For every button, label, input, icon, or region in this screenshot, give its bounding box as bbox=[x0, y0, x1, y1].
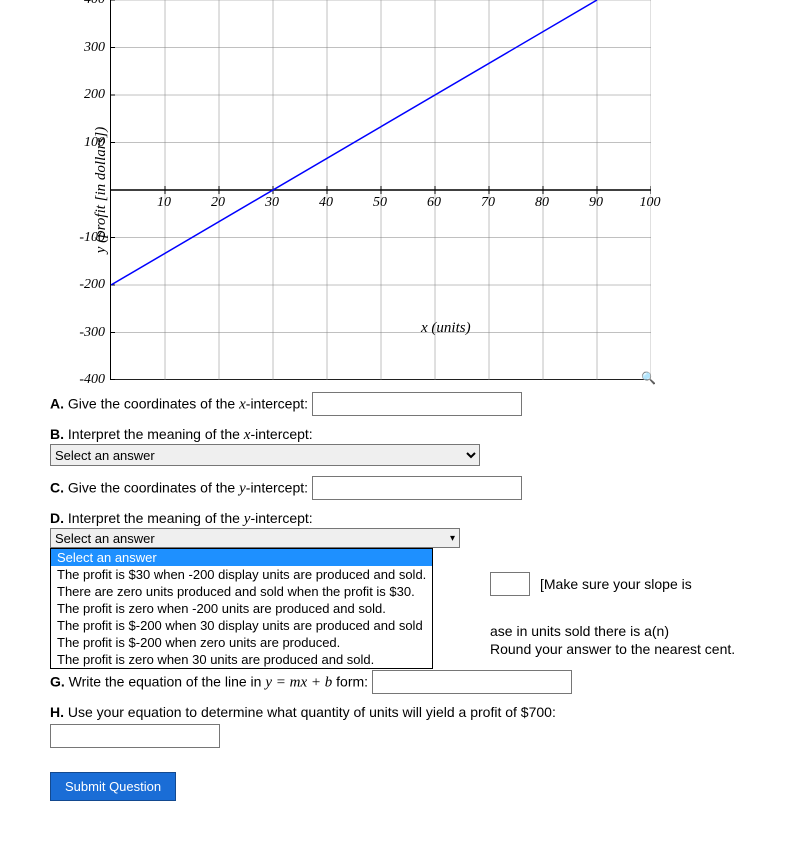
question-a: A. Give the coordinates of the x-interce… bbox=[50, 392, 775, 416]
qd-options-list[interactable]: Select an answer The profit is $30 when … bbox=[50, 548, 433, 669]
qd-option[interactable]: The profit is $-200 when 30 display unit… bbox=[51, 617, 432, 634]
qd-option[interactable]: The profit is $-200 when zero units are … bbox=[51, 634, 432, 651]
x-tick: 60 bbox=[427, 195, 441, 211]
profit-graph: y (profit [in dollars]) bbox=[50, 0, 650, 380]
x-tick: 50 bbox=[373, 195, 387, 211]
y-tick: -100 bbox=[65, 230, 105, 246]
qb-select[interactable]: Select an answer bbox=[50, 444, 480, 466]
submit-button[interactable]: Submit Question bbox=[50, 772, 176, 801]
x-axis-label: x (units) bbox=[421, 320, 471, 337]
qd-select[interactable]: Select an answer ▾ Select an answer The … bbox=[50, 528, 460, 548]
y-tick: 200 bbox=[65, 87, 105, 103]
slope-hint: [Make sure your slope is bbox=[540, 576, 692, 592]
qh-input[interactable] bbox=[50, 724, 220, 748]
plot-area: x (units) 🔍 bbox=[110, 0, 650, 380]
qd-option[interactable]: The profit is $30 when -200 display unit… bbox=[51, 566, 432, 583]
qa-input[interactable] bbox=[312, 392, 522, 416]
question-c: C. Give the coordinates of the y-interce… bbox=[50, 476, 775, 500]
hidden-input-e[interactable] bbox=[490, 572, 530, 596]
y-tick: -200 bbox=[65, 277, 105, 293]
x-tick: 20 bbox=[211, 195, 225, 211]
x-tick: 70 bbox=[481, 195, 495, 211]
x-tick: 100 bbox=[640, 195, 661, 211]
equation-form: y = mx + b bbox=[265, 675, 332, 691]
question-h: H. Use your equation to determine what q… bbox=[50, 704, 775, 748]
qa-label: A. bbox=[50, 396, 64, 412]
qd-option[interactable]: The profit is zero when 30 units are pro… bbox=[51, 651, 432, 668]
increase-hint: ase in units sold there is a(n) bbox=[490, 623, 669, 639]
qd-selected: Select an answer bbox=[55, 531, 155, 546]
x-tick: 90 bbox=[589, 195, 603, 211]
plot-svg bbox=[111, 0, 651, 380]
round-hint: Round your answer to the nearest cent. bbox=[490, 641, 735, 657]
qd-option[interactable]: There are zero units produced and sold w… bbox=[51, 583, 432, 600]
x-tick: 30 bbox=[265, 195, 279, 211]
magnify-icon[interactable]: 🔍 bbox=[641, 371, 656, 385]
question-d: D. Interpret the meaning of the y-interc… bbox=[50, 510, 775, 548]
y-tick: 100 bbox=[65, 135, 105, 151]
qc-input[interactable] bbox=[312, 476, 522, 500]
qg-input[interactable] bbox=[372, 670, 572, 694]
x-tick: 10 bbox=[157, 195, 171, 211]
x-tick: 40 bbox=[319, 195, 333, 211]
y-tick: -400 bbox=[65, 372, 105, 388]
qd-option[interactable]: Select an answer bbox=[51, 549, 432, 566]
x-tick: 80 bbox=[535, 195, 549, 211]
y-tick: 300 bbox=[65, 40, 105, 56]
y-tick: 400 bbox=[65, 0, 105, 8]
chevron-down-icon: ▾ bbox=[450, 533, 455, 544]
qd-option[interactable]: The profit is zero when -200 units are p… bbox=[51, 600, 432, 617]
y-tick: -300 bbox=[65, 325, 105, 341]
question-b: B. Interpret the meaning of the x-interc… bbox=[50, 426, 775, 466]
question-g: G. Write the equation of the line in y =… bbox=[50, 670, 775, 694]
